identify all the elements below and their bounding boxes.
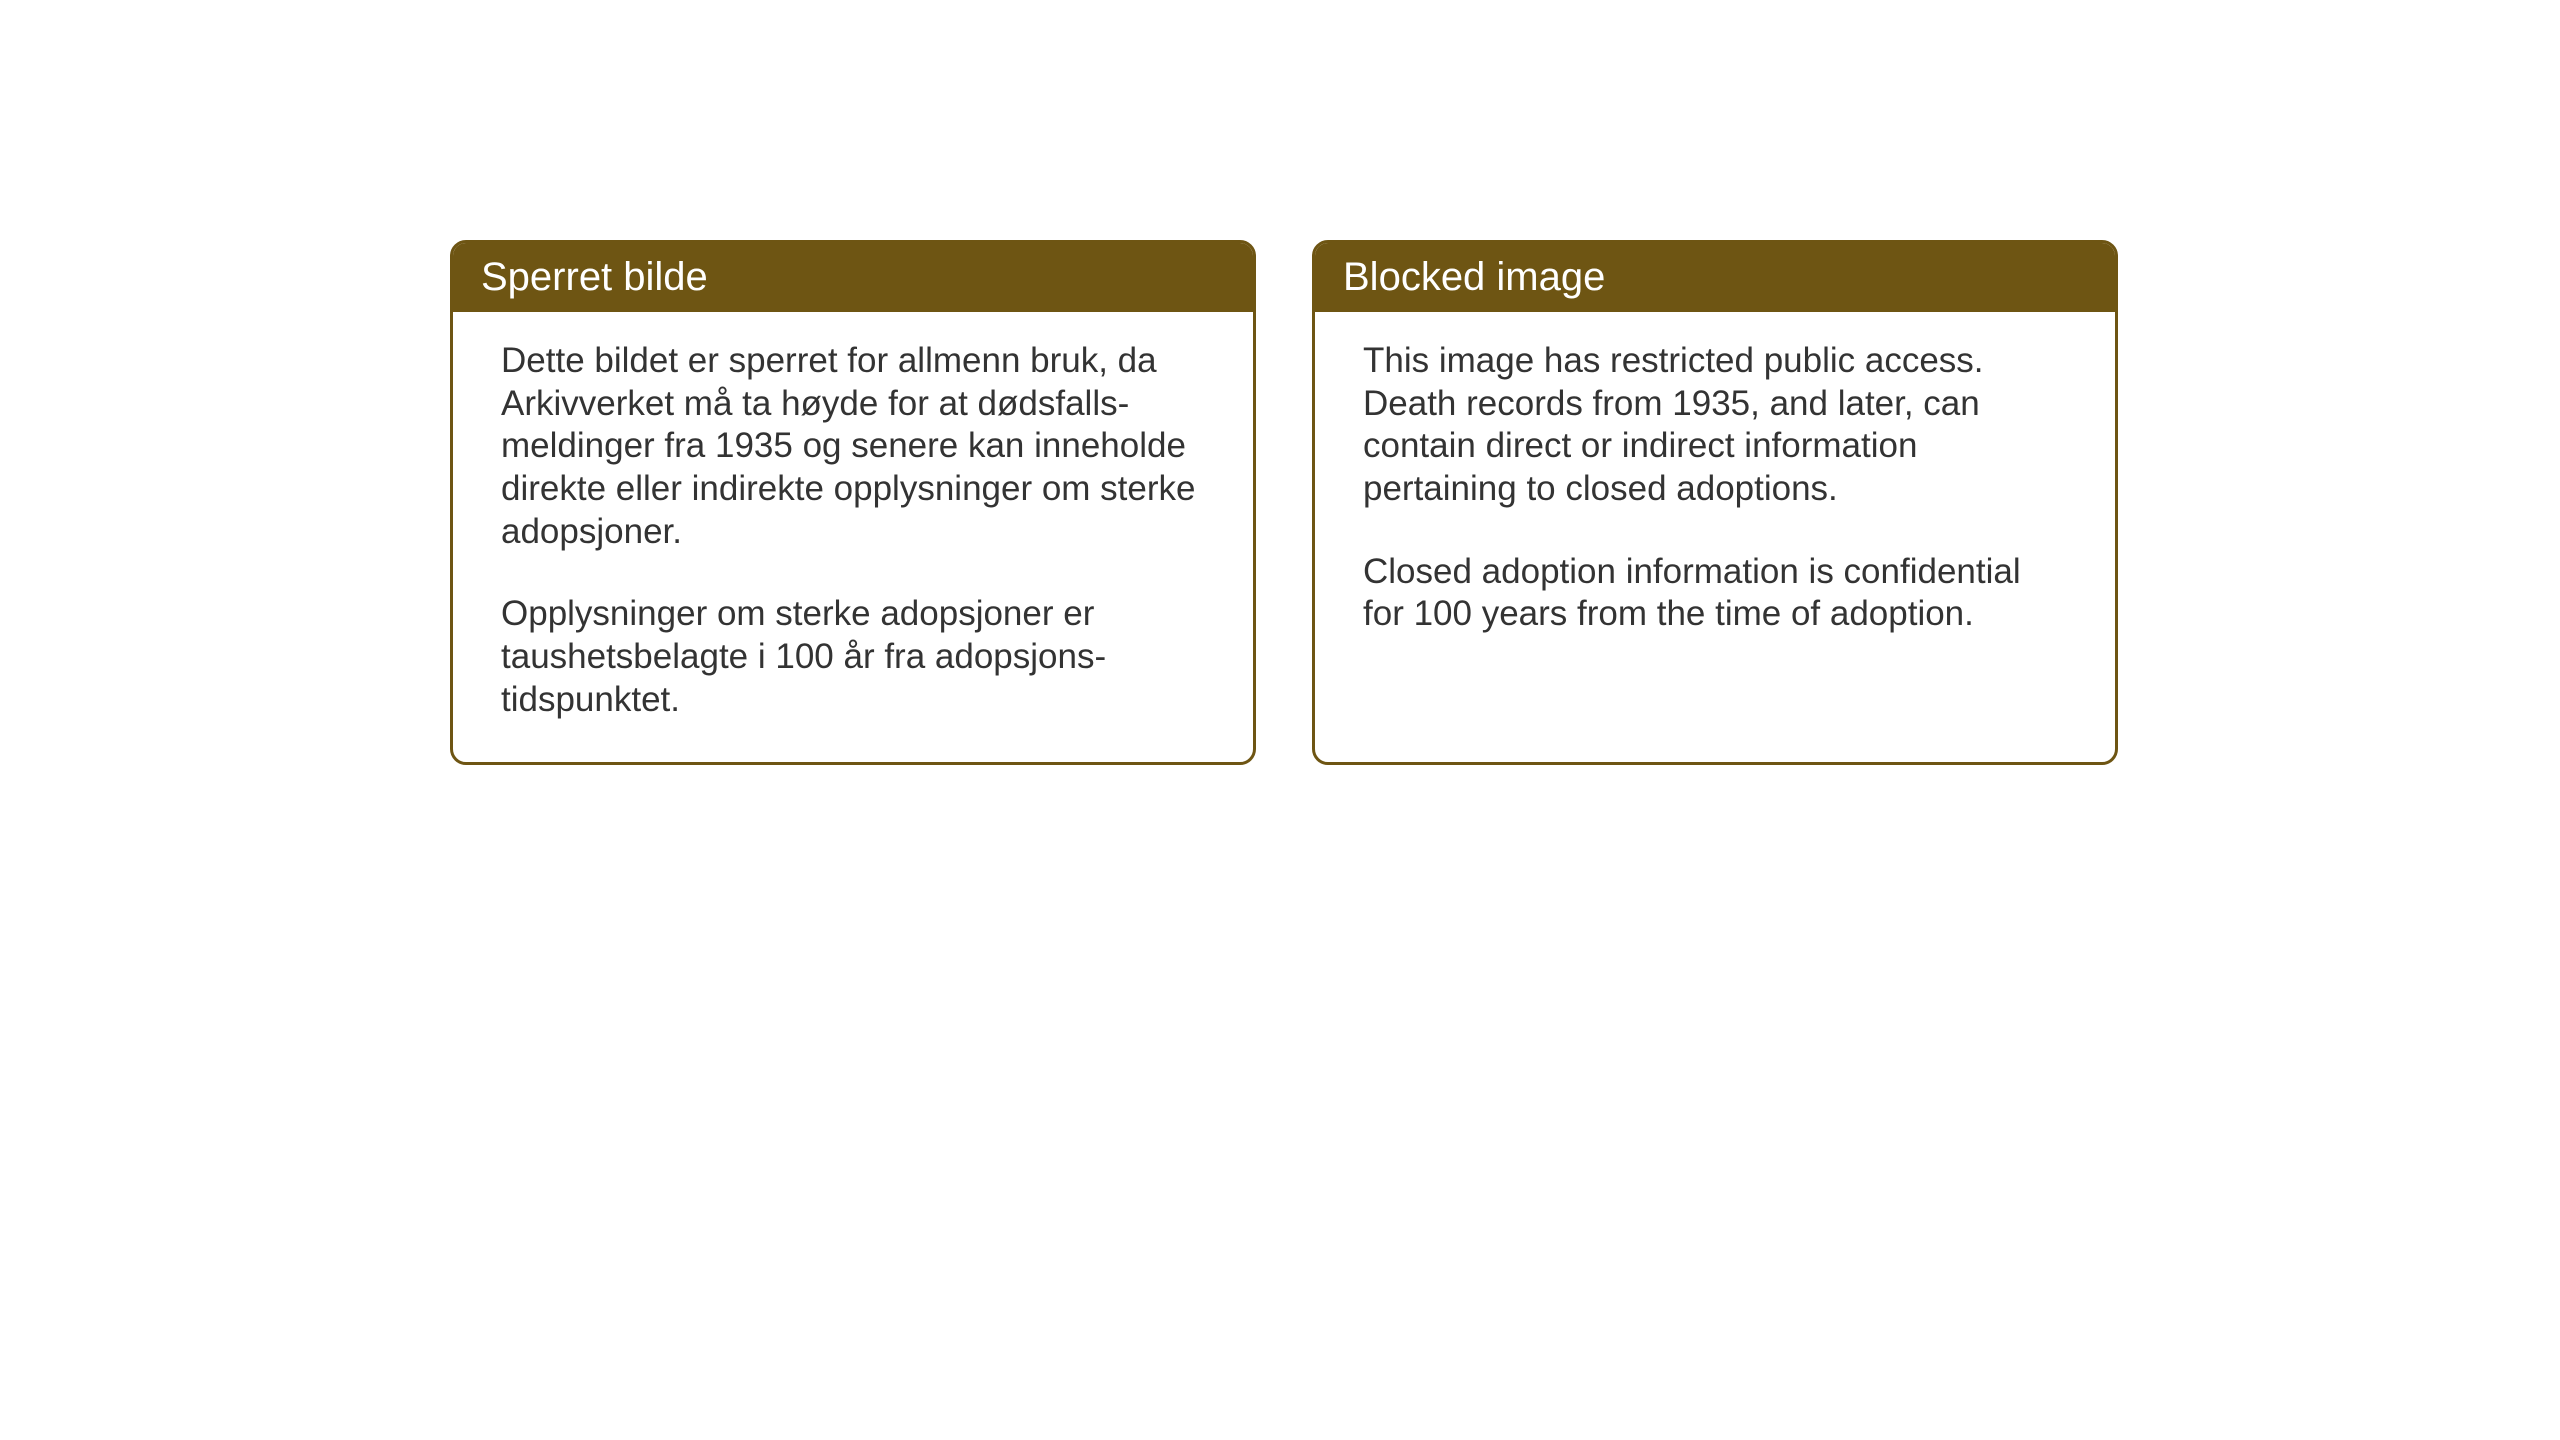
card-header-norwegian: Sperret bilde xyxy=(453,243,1253,312)
card-header-english: Blocked image xyxy=(1315,243,2115,312)
notice-card-norwegian: Sperret bilde Dette bildet er sperret fo… xyxy=(450,240,1256,765)
notice-cards-container: Sperret bilde Dette bildet er sperret fo… xyxy=(450,240,2118,765)
card-paragraph-2-english: Closed adoption information is confident… xyxy=(1363,551,2067,636)
card-title-english: Blocked image xyxy=(1343,255,1605,299)
card-title-norwegian: Sperret bilde xyxy=(481,255,708,299)
notice-card-english: Blocked image This image has restricted … xyxy=(1312,240,2118,765)
card-paragraph-1-norwegian: Dette bildet er sperret for allmenn bruk… xyxy=(501,340,1205,553)
card-paragraph-1-english: This image has restricted public access.… xyxy=(1363,340,2067,511)
card-body-english: This image has restricted public access.… xyxy=(1315,312,2115,760)
card-paragraph-2-norwegian: Opplysninger om sterke adopsjoner er tau… xyxy=(501,593,1205,721)
card-body-norwegian: Dette bildet er sperret for allmenn bruk… xyxy=(453,312,1253,762)
